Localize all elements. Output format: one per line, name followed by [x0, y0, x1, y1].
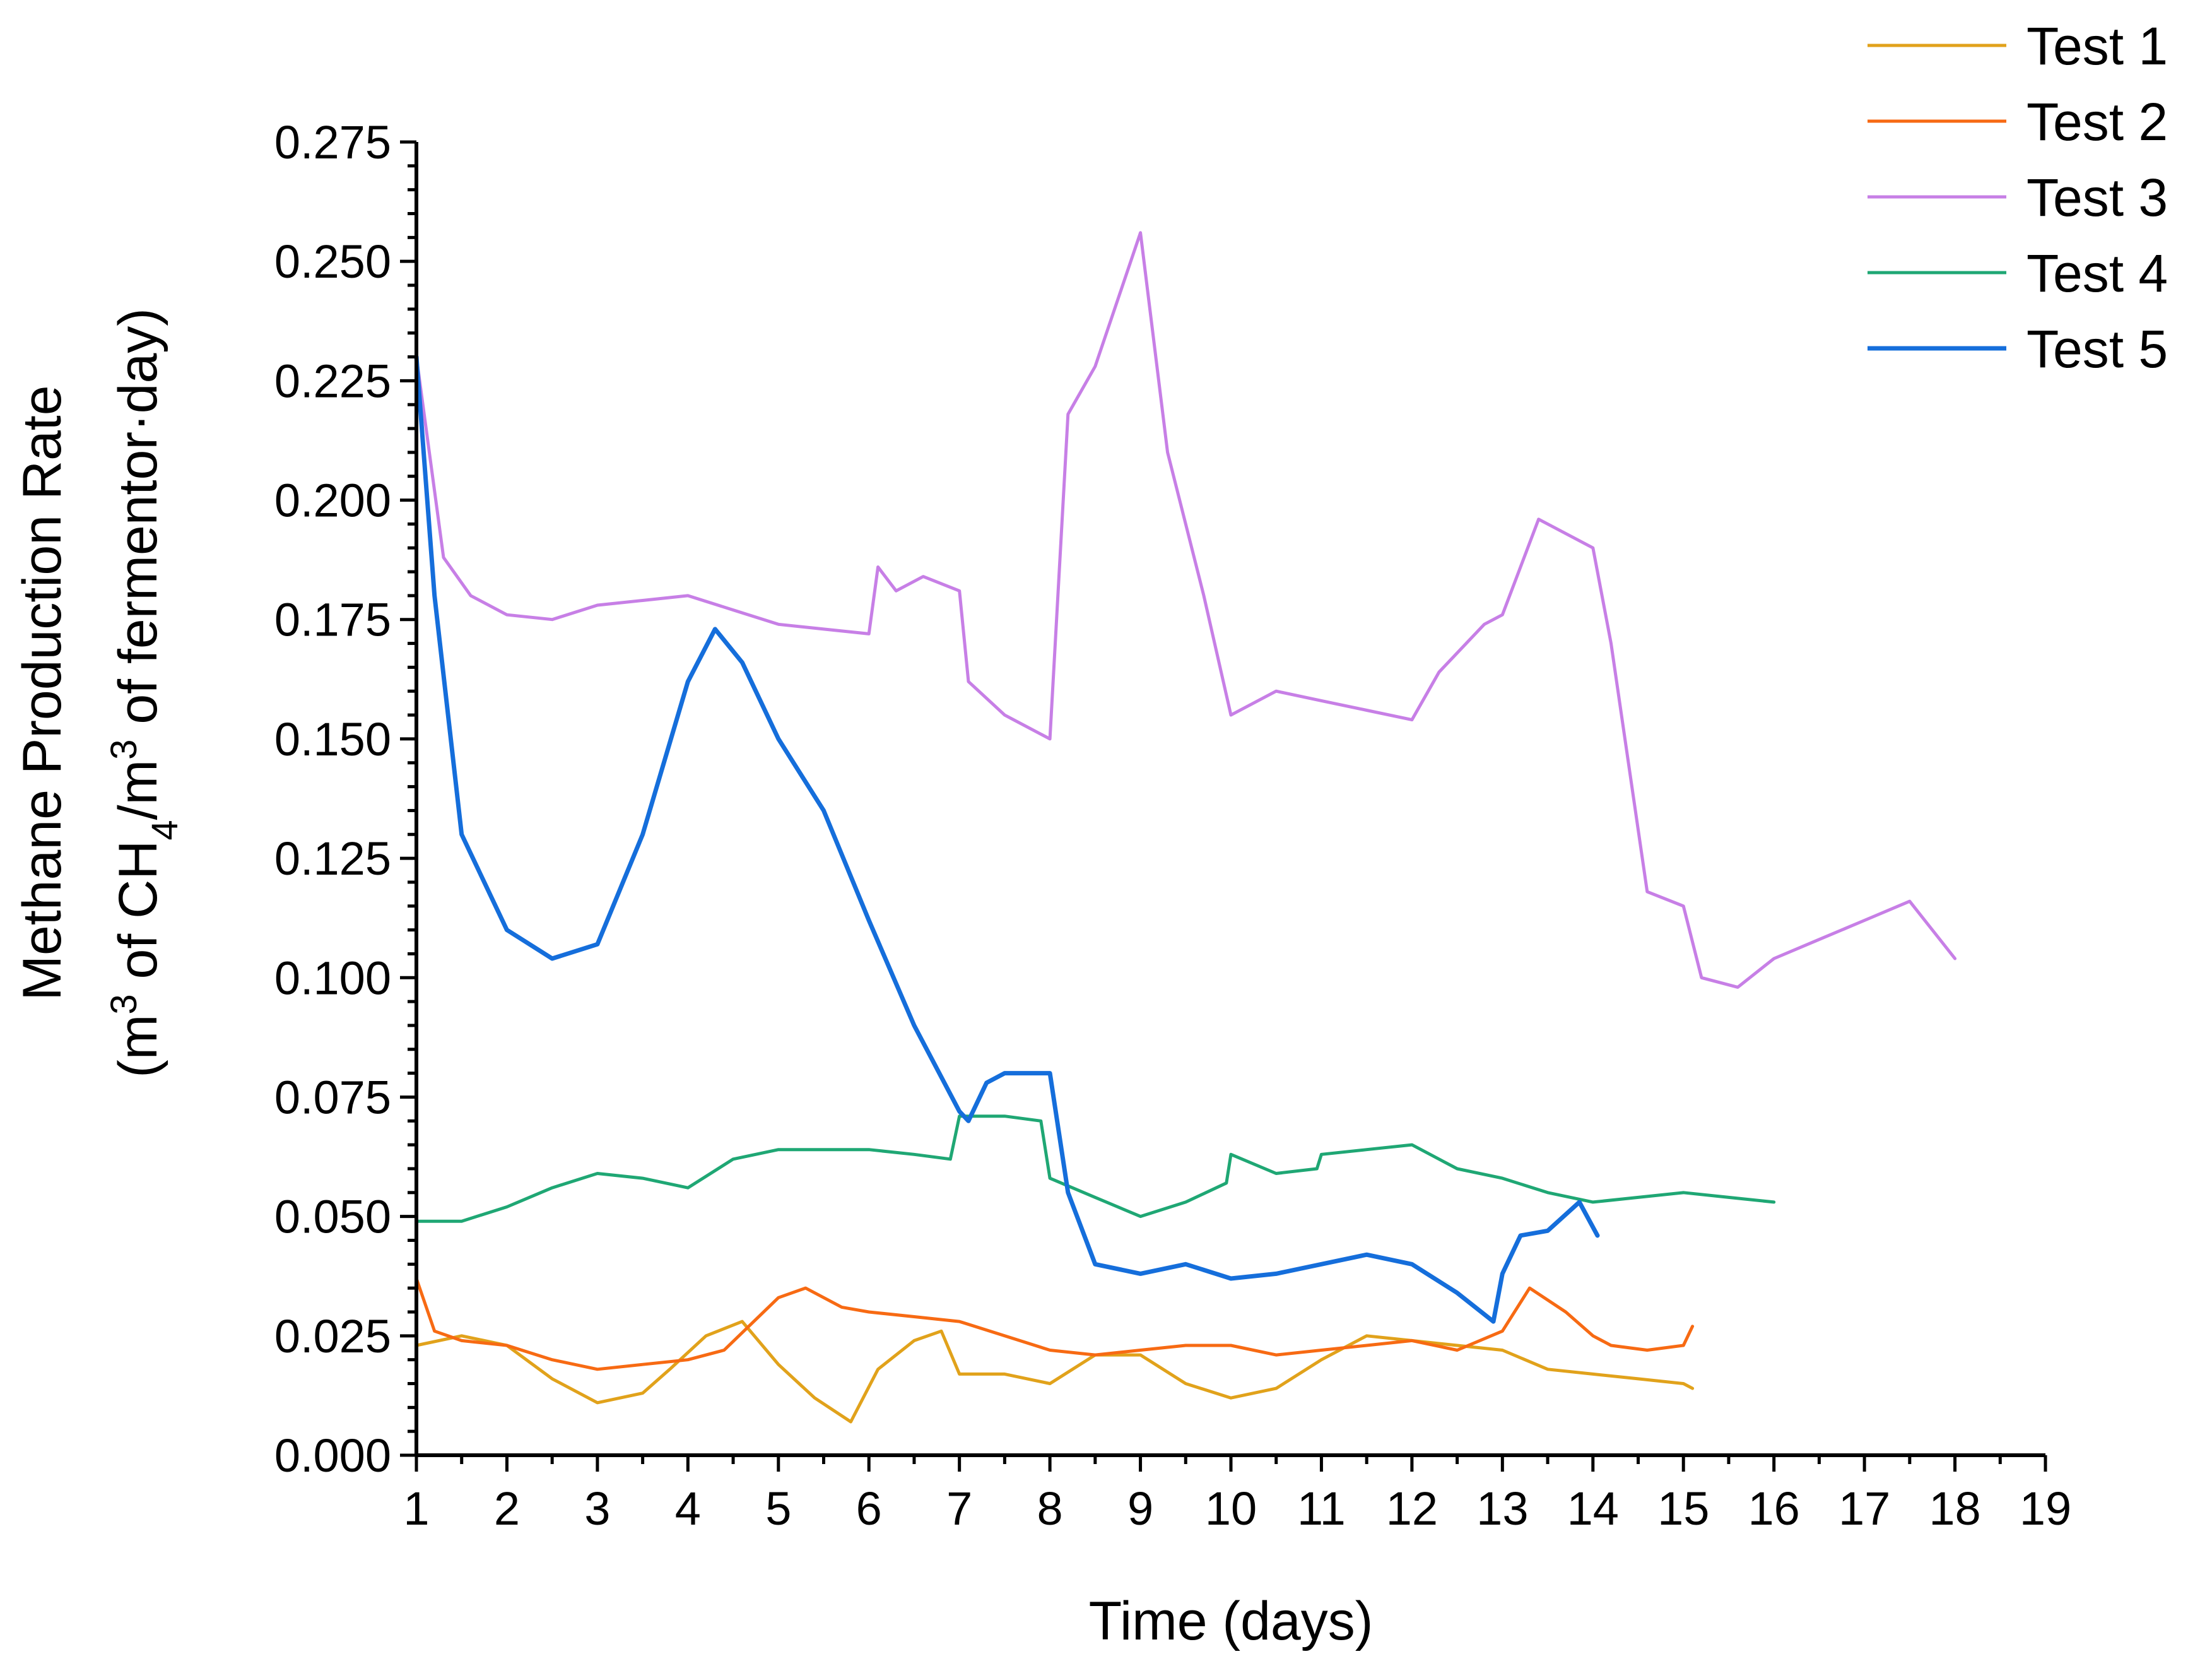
y-axis-title-line2: (m3 of CH4/m3 of fermentor·day): [103, 308, 185, 1078]
x-tick-label: 8: [1037, 1482, 1063, 1535]
series-line-test-5: [414, 355, 1600, 1324]
y-tick-label: 0.025: [274, 1310, 391, 1362]
x-tick-label: 3: [584, 1482, 610, 1535]
x-tick-label: 14: [1567, 1482, 1619, 1535]
x-tick-label: 2: [494, 1482, 520, 1535]
y-tick-label: 0.150: [274, 713, 391, 765]
x-tick-label: 6: [856, 1482, 882, 1535]
x-tick-label: 16: [1748, 1482, 1800, 1535]
series-line-test-2: [415, 1277, 1695, 1371]
y-tick-label: 0.225: [274, 355, 391, 407]
x-tick-label: 9: [1127, 1482, 1153, 1535]
y-tick-label: 0.275: [274, 116, 391, 168]
y-tick-label: 0.250: [274, 235, 391, 288]
x-tick-label: 11: [1297, 1482, 1346, 1535]
y-axis-title-sup1: 3: [103, 994, 144, 1014]
x-tick-label: 4: [675, 1482, 701, 1535]
y-axis-title-sup2: 3: [103, 740, 144, 760]
y-tick-label: 0.125: [274, 832, 391, 885]
x-tick-label: 18: [1929, 1482, 1980, 1535]
series-layer: [414, 231, 1957, 1424]
x-tick-label: 7: [946, 1482, 972, 1535]
series-line-test-3: [415, 231, 1957, 989]
x-tick-label: 13: [1476, 1482, 1528, 1535]
y-tick-label: 0.100: [274, 952, 391, 1004]
x-tick-label: 15: [1657, 1482, 1709, 1535]
y-axis-title-mid2: /m: [108, 760, 168, 820]
y-tick-label: 0.075: [274, 1071, 391, 1123]
x-tick-label: 1: [403, 1482, 429, 1535]
x-tick-label: 19: [2020, 1482, 2071, 1535]
y-tick-label: 0.050: [274, 1191, 391, 1243]
y-axis-title-sub: 4: [144, 820, 185, 840]
y-axis-title-prefix: (m: [108, 1015, 168, 1078]
y-axis-title-suffix: of fermentor·day): [108, 308, 168, 739]
x-axis-title: Time (days): [1089, 1591, 1374, 1651]
y-tick-label: 0.200: [274, 475, 391, 527]
series-line-test-1: [415, 1320, 1695, 1424]
legend-label-test-3: Test 3: [2027, 168, 2168, 227]
x-ticks: 1 2 3 4 5 6 7 8 9 10 11 12 13 14 15 16 17 18 19: [403, 1455, 2071, 1535]
axes: [415, 142, 2045, 1457]
y-tick-label: 0.000: [274, 1429, 391, 1482]
x-tick-label: 5: [765, 1482, 791, 1535]
x-tick-label: 17: [1838, 1482, 1890, 1535]
y-tick-label: 0.175: [274, 594, 391, 646]
legend-label-test-1: Test 1: [2027, 16, 2168, 76]
x-tick-label: 10: [1205, 1482, 1257, 1535]
legend-label-test-4: Test 4: [2027, 244, 2168, 303]
series-line-test-4: [415, 1114, 1776, 1223]
y-ticks: 0.000 0.025 0.050 0.075 0.100 0.125 0.150 0.175…: [274, 116, 416, 1482]
legend-label-test-2: Test 2: [2027, 92, 2168, 151]
x-tick-label: 12: [1386, 1482, 1438, 1535]
legend-label-test-5: Test 5: [2027, 319, 2168, 379]
y-axis-title-mid1: of CH: [108, 841, 168, 995]
y-axis-title-line1: Methane Production Rate: [12, 385, 73, 1000]
legend: Test 1 Test 2 Test 3 Test 4 Test 5: [1868, 16, 2168, 379]
